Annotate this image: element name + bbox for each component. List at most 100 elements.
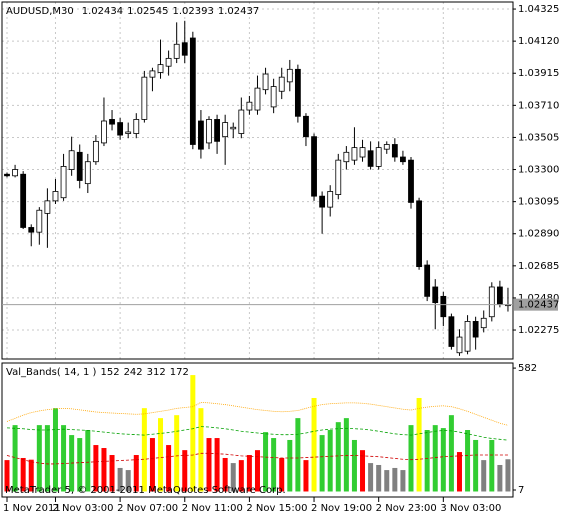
candle-body xyxy=(359,147,366,158)
volume-bar xyxy=(416,397,422,492)
volume-bar xyxy=(456,452,462,492)
volume-bar xyxy=(198,408,204,492)
candle-body xyxy=(480,317,487,329)
y-tick-label: 1.02685 xyxy=(518,261,559,272)
candle-body xyxy=(464,321,471,352)
volume-bar xyxy=(166,445,172,492)
indicator-value: 312 xyxy=(147,367,166,378)
candle-body xyxy=(456,336,463,354)
volume-bar xyxy=(327,430,333,492)
candle-body xyxy=(440,295,447,318)
volume-bar xyxy=(149,438,155,492)
volume-bar xyxy=(432,425,438,492)
indicator-value: 152 xyxy=(100,367,119,378)
candle-body xyxy=(28,227,35,233)
x-tick-label: 2 Nov 19:00 xyxy=(311,503,372,514)
symbol-title: AUDUSD,M30 xyxy=(6,6,74,17)
candle-body xyxy=(472,321,479,338)
candle-body xyxy=(496,286,503,305)
volume-bar xyxy=(109,455,115,492)
candle-body xyxy=(125,131,132,134)
volume-bar xyxy=(343,418,349,492)
volume-bar xyxy=(360,450,366,492)
candle-body xyxy=(141,76,148,120)
volume-bar xyxy=(101,448,107,492)
candle-body xyxy=(117,122,124,136)
candle-body xyxy=(246,101,253,111)
volume-bar xyxy=(214,438,220,492)
volume-bar xyxy=(392,467,398,492)
volume-bar xyxy=(230,463,236,492)
candle-body xyxy=(311,136,317,197)
volume-bar xyxy=(424,430,430,492)
band-line xyxy=(6,452,508,465)
candle-body xyxy=(92,140,99,163)
candle-body xyxy=(189,37,196,145)
candle-body xyxy=(488,286,495,318)
volume-bar xyxy=(174,415,180,492)
volume-bar xyxy=(158,418,164,492)
volume-bar xyxy=(44,425,50,492)
candle-body xyxy=(222,122,229,138)
header-close: 1.02437 xyxy=(218,6,259,17)
y-tick-label: 1.03095 xyxy=(518,197,559,208)
header-high: 1.02545 xyxy=(127,6,168,17)
volume-bar xyxy=(36,425,42,492)
volume-bar xyxy=(368,463,374,492)
indicator-value: 172 xyxy=(170,367,189,378)
candle-body xyxy=(68,150,75,170)
header-low: 1.02393 xyxy=(172,6,213,17)
candle-body xyxy=(448,316,455,347)
x-tick-label: 2 Nov 11:00 xyxy=(182,503,243,514)
candle-body xyxy=(351,147,358,161)
candle-body xyxy=(76,151,83,181)
indicator-header: Val_Bands( 14, 1 ) 152 242 312 172 xyxy=(6,367,189,378)
volume-bar xyxy=(93,445,99,492)
candle-body xyxy=(343,151,350,163)
candle-body xyxy=(230,126,237,130)
volume-bar xyxy=(384,470,390,492)
volume-bar xyxy=(20,457,26,492)
y-tick-label: 582 xyxy=(518,363,537,374)
candle-body xyxy=(286,68,293,83)
watermark: MetaTrader 5, © 2001-2011 MetaQuotes Sof… xyxy=(5,485,286,496)
indicator-title: Val_Bands( 14, 1 ) xyxy=(6,367,97,378)
volume-bar xyxy=(182,450,188,492)
candle-body xyxy=(383,144,390,150)
x-tick-label: 3 Nov 03:00 xyxy=(440,503,501,514)
indicator-value: 242 xyxy=(124,367,143,378)
volume-bar xyxy=(448,415,454,492)
candle-body xyxy=(52,191,59,202)
candle-body xyxy=(84,161,91,185)
candle-body xyxy=(375,147,382,167)
candle-body xyxy=(238,109,245,134)
y-tick-label: 1.04325 xyxy=(518,4,559,15)
candle-body xyxy=(101,120,107,144)
candle-body xyxy=(36,209,43,233)
x-tick-label: 2 Nov 03:00 xyxy=(52,503,113,514)
volume-bar xyxy=(246,455,252,492)
volume-bar xyxy=(28,459,34,492)
y-tick-label: 1.03505 xyxy=(518,132,559,143)
candle-body xyxy=(157,64,164,73)
last-price-label: 1.02437 xyxy=(518,300,559,311)
candle-body xyxy=(133,119,140,134)
volume-bar xyxy=(238,460,244,492)
volume-bar xyxy=(133,455,139,492)
chart-header: AUDUSD,M30 1.02434 1.02545 1.02393 1.02437 xyxy=(6,6,259,17)
candle-body xyxy=(270,86,277,108)
volume-bar xyxy=(85,430,91,492)
candle-body xyxy=(262,73,269,91)
candle-body xyxy=(391,144,398,158)
candle-body xyxy=(278,76,285,92)
volume-bar xyxy=(473,439,479,492)
header-open: 1.02434 xyxy=(82,6,123,17)
candle-body xyxy=(12,169,18,177)
volume-bar xyxy=(287,439,293,492)
y-tick-label: 1.03710 xyxy=(518,100,559,111)
y-tick-label: 1.02890 xyxy=(518,229,559,240)
volume-bar xyxy=(481,460,487,492)
volume-bar xyxy=(190,375,196,492)
volume-bar xyxy=(319,435,325,492)
